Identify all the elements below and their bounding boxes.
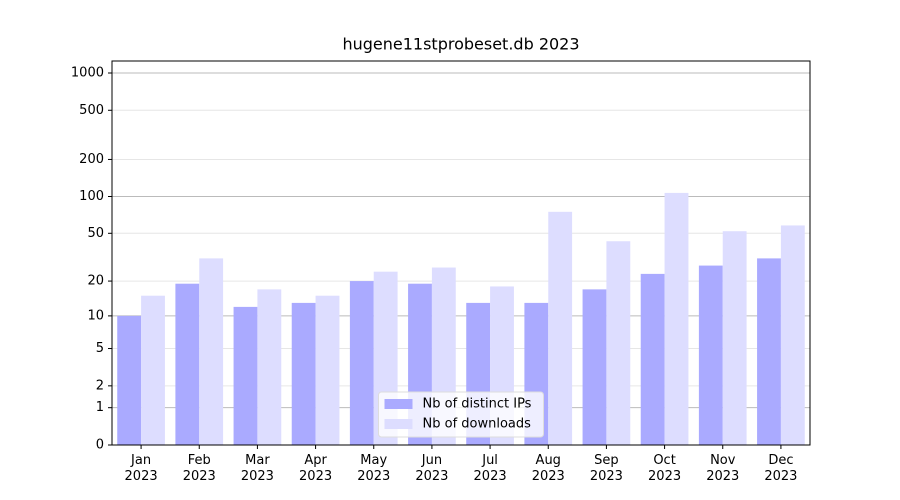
y-tick-label: 0 <box>96 438 104 453</box>
bar <box>199 258 224 445</box>
legend-box <box>378 391 544 438</box>
x-tick-label: Nov 2023 <box>706 453 740 484</box>
y-tick-label: 2 <box>96 378 104 393</box>
bar <box>640 273 665 445</box>
bar <box>757 258 781 445</box>
x-tick-label: Dec 2023 <box>764 453 798 484</box>
legend: Nb of distinct IPs Nb of downloads <box>378 391 544 438</box>
bar <box>141 295 165 445</box>
bar <box>780 225 805 445</box>
y-tick-label: 50 <box>87 226 104 241</box>
legend-label: Nb of downloads <box>423 417 532 432</box>
x-tick-label: Jun 2023 <box>415 453 449 484</box>
bar <box>582 289 607 445</box>
y-tick-label: 200 <box>79 152 104 167</box>
legend-swatch <box>384 399 413 409</box>
chart-title: hugene11stprobeset.db 2023 <box>342 35 579 54</box>
y-tick-label: 1 <box>96 400 104 415</box>
legend-label: Nb of distinct IPs <box>423 397 532 412</box>
bar <box>349 281 374 445</box>
bar <box>117 315 142 445</box>
legend-swatch <box>384 419 413 429</box>
bar <box>315 295 340 445</box>
bar <box>548 211 573 445</box>
x-tick-label: Jul 2023 <box>473 453 507 484</box>
x-tick-label: Feb 2023 <box>182 453 216 484</box>
y-tick-label: 5 <box>96 341 104 356</box>
bar <box>257 289 282 445</box>
bar <box>233 306 258 445</box>
x-tick-label: Apr 2023 <box>299 453 333 484</box>
bar <box>664 192 689 445</box>
x-tick-label: Oct 2023 <box>648 453 682 484</box>
y-tick-label: 500 <box>79 103 104 118</box>
x-tick-label: May 2023 <box>357 453 391 484</box>
y-tick-label: 20 <box>87 274 104 289</box>
plot-frame <box>111 60 811 446</box>
x-tick-label: Mar 2023 <box>240 453 274 484</box>
bar <box>722 231 747 445</box>
y-tick-label: 100 <box>79 189 104 204</box>
y-tick-label: 1000 <box>71 66 104 81</box>
bar <box>606 241 631 445</box>
x-tick-label: Jan 2023 <box>124 453 158 484</box>
bar <box>698 265 723 445</box>
bar <box>175 283 200 445</box>
y-tick-label: 10 <box>87 308 104 323</box>
grid <box>112 72 810 446</box>
bar <box>291 302 316 445</box>
x-tick-label: Aug 2023 <box>531 453 565 484</box>
x-tick-label: Sep 2023 <box>589 453 623 484</box>
